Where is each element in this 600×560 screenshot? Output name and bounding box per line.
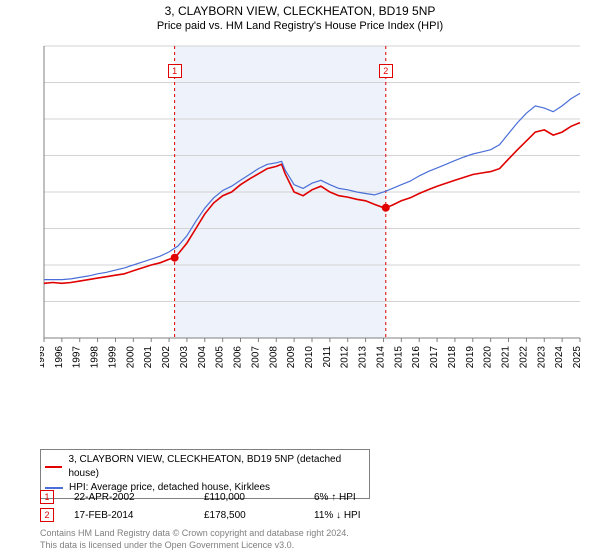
legend-row: 3, CLAYBORN VIEW, CLECKHEATON, BD19 5NP … <box>45 453 365 481</box>
svg-text:1998: 1998 <box>90 346 101 369</box>
event-price: £110,000 <box>204 492 314 503</box>
svg-text:2015: 2015 <box>393 346 404 369</box>
chart-plot-area: £0£50K£100K£150K£200K£250K£300K£350K£400… <box>40 42 588 392</box>
svg-text:2004: 2004 <box>197 346 208 369</box>
events-table: 1 22-APR-2002£110,0006% ↑ HPI 2 17-FEB-2014… <box>40 488 588 524</box>
svg-text:2024: 2024 <box>554 346 565 369</box>
svg-text:2010: 2010 <box>304 346 315 369</box>
svg-text:2016: 2016 <box>411 346 422 369</box>
event-row: 2 17-FEB-2014£178,50011% ↓ HPI <box>40 506 588 524</box>
svg-text:2002: 2002 <box>161 346 172 369</box>
event-badge: 2 <box>40 508 54 522</box>
svg-text:2011: 2011 <box>322 346 333 368</box>
svg-text:2021: 2021 <box>501 346 512 369</box>
svg-text:1995: 1995 <box>40 346 47 369</box>
event-diff: 11% ↓ HPI <box>314 510 361 521</box>
svg-text:2012: 2012 <box>340 346 351 369</box>
legend-swatch <box>45 466 62 468</box>
svg-text:1996: 1996 <box>54 346 65 369</box>
svg-text:2022: 2022 <box>518 346 529 369</box>
event-diff: 6% ↑ HPI <box>314 492 356 503</box>
event-date: 17-FEB-2014 <box>74 510 204 521</box>
legend-label: 3, CLAYBORN VIEW, CLECKHEATON, BD19 5NP … <box>68 453 365 481</box>
svg-text:2023: 2023 <box>536 346 547 369</box>
svg-text:2017: 2017 <box>429 346 440 369</box>
svg-text:2013: 2013 <box>358 346 369 369</box>
svg-text:2008: 2008 <box>268 346 279 369</box>
svg-text:2005: 2005 <box>215 346 226 369</box>
svg-text:2025: 2025 <box>572 346 583 369</box>
footer-line-2: This data is licensed under the Open Gov… <box>40 539 349 551</box>
svg-text:2003: 2003 <box>179 346 190 369</box>
chart-container: 3, CLAYBORN VIEW, CLECKHEATON, BD19 5NP … <box>0 0 600 560</box>
marker-badge-1: 1 <box>168 64 182 78</box>
svg-text:2020: 2020 <box>483 346 494 369</box>
svg-text:2000: 2000 <box>125 346 136 369</box>
svg-text:2007: 2007 <box>250 346 261 369</box>
svg-text:2006: 2006 <box>233 346 244 369</box>
marker-badge-2: 2 <box>379 64 393 78</box>
svg-text:2001: 2001 <box>143 346 154 369</box>
event-price: £178,500 <box>204 510 314 521</box>
svg-text:2014: 2014 <box>375 346 386 369</box>
chart-subtitle: Price paid vs. HM Land Registry's House … <box>0 18 600 32</box>
svg-text:1997: 1997 <box>72 346 83 369</box>
event-date: 22-APR-2002 <box>74 492 204 503</box>
svg-text:2019: 2019 <box>465 346 476 369</box>
event-row: 1 22-APR-2002£110,0006% ↑ HPI <box>40 488 588 506</box>
svg-text:1999: 1999 <box>107 346 118 369</box>
event-badge: 1 <box>40 490 54 504</box>
svg-text:2009: 2009 <box>286 346 297 369</box>
chart-svg: £0£50K£100K£150K£200K£250K£300K£350K£400… <box>40 42 588 392</box>
footer-text: Contains HM Land Registry data © Crown c… <box>40 527 349 551</box>
footer-line-1: Contains HM Land Registry data © Crown c… <box>40 527 349 539</box>
chart-title: 3, CLAYBORN VIEW, CLECKHEATON, BD19 5NP <box>0 0 600 18</box>
svg-text:2018: 2018 <box>447 346 458 369</box>
